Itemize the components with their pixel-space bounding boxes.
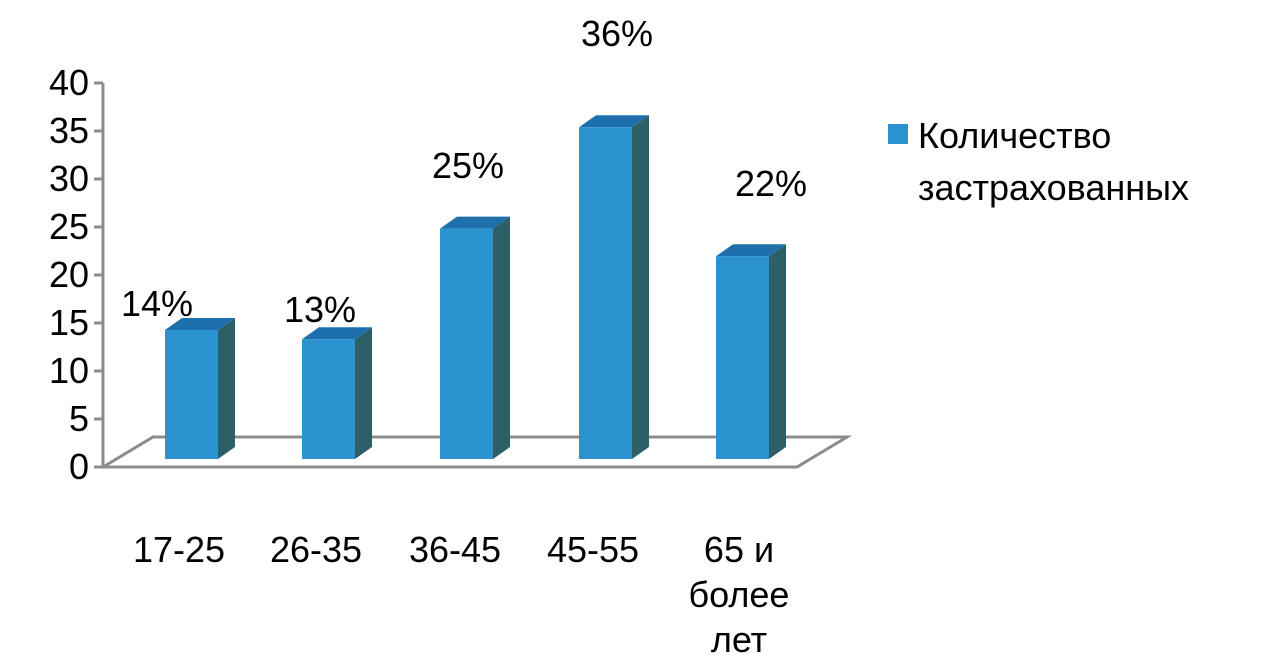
data-label: 13% (284, 289, 356, 330)
bar (302, 327, 372, 459)
legend: Количество застрахованных (888, 115, 1189, 208)
bar-front (579, 127, 632, 459)
data-label: 36% (581, 13, 653, 54)
y-tick-label: 0 (69, 446, 89, 487)
legend-label-line: Количество (918, 115, 1111, 156)
x-category-line: более (689, 574, 790, 615)
y-tick-label: 5 (69, 398, 89, 439)
bar-top (579, 115, 649, 128)
bar-side (493, 216, 510, 459)
y-tick-label: 10 (49, 350, 89, 391)
bar-top (716, 244, 786, 257)
bar-side (632, 115, 649, 459)
x-category-label: 17-25 (133, 529, 225, 570)
chart-floor (97, 435, 853, 469)
y-tick-label: 25 (49, 206, 89, 247)
y-axis: 0 5 10 15 20 25 30 35 40 (49, 62, 105, 487)
bar-top (302, 327, 372, 340)
data-label: 22% (735, 163, 807, 204)
bar-top (165, 317, 235, 330)
bar-group (165, 115, 786, 459)
y-tick-label: 20 (49, 254, 89, 295)
x-category-line: 45-55 (547, 529, 639, 570)
legend-label: Количество застрахованных (918, 115, 1189, 208)
data-label: 14% (121, 283, 193, 324)
bar-front (165, 329, 218, 459)
x-category-line: 26-35 (270, 529, 362, 570)
bar-front (302, 339, 355, 459)
y-tick-label: 40 (49, 62, 89, 103)
bar-front (716, 256, 769, 459)
y-tick-label: 30 (49, 158, 89, 199)
bar (165, 317, 235, 459)
y-tick-label: 35 (49, 110, 89, 151)
data-label: 25% (432, 145, 504, 186)
bar (440, 216, 510, 459)
x-category-line: 65 и (704, 529, 774, 570)
legend-label-line: застрахованных (918, 167, 1189, 208)
x-category-line: 17-25 (133, 529, 225, 570)
bar-front (440, 228, 493, 459)
bar (579, 115, 649, 459)
x-category-label: 26-35 (270, 529, 362, 570)
bar-side (218, 317, 235, 459)
legend-swatch (888, 124, 908, 144)
floor-plane (97, 435, 853, 469)
bar-side (769, 244, 786, 459)
y-tick-label: 15 (49, 302, 89, 343)
x-category-label: 45-55 (547, 529, 639, 570)
x-category-line: лет (711, 619, 767, 660)
bar-side (355, 327, 372, 459)
bar (716, 244, 786, 459)
x-category-line: 36-45 (409, 529, 501, 570)
x-category-label: 36-45 (409, 529, 501, 570)
bar-top (440, 216, 510, 229)
x-category-label: 65 и более лет (689, 529, 790, 660)
